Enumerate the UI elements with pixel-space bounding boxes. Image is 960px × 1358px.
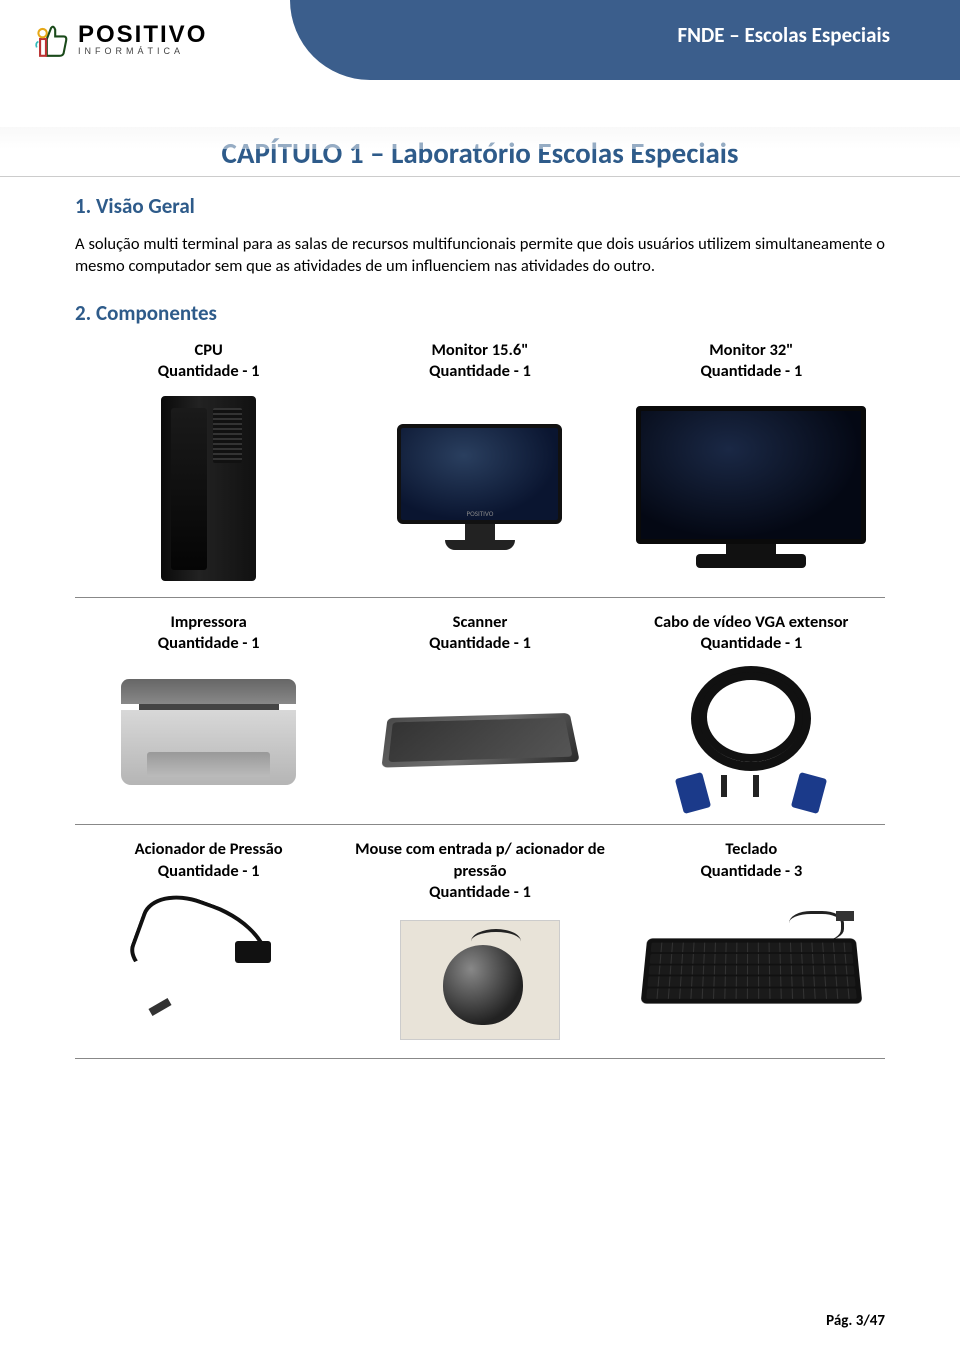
components-row-3: Acionador de Pressão Quantidade - 1 Mous… [75,839,885,1050]
divider-1 [75,597,885,598]
components-row-2: Impressora Quantidade - 1 Scanner Quanti… [75,612,885,816]
qty: Quantidade - 3 [618,861,885,881]
qty: Quantidade - 1 [346,361,613,381]
label: Monitor 15.6" [346,340,613,361]
divider-2 [75,824,885,825]
mouse-icon [400,920,560,1040]
chapter-rule-bottom [0,176,960,177]
label: Impressora [75,612,342,633]
qty: Quantidade - 1 [75,633,342,653]
label: Scanner [346,612,613,633]
thumbs-up-icon [30,18,72,60]
component-vga-cable: Cabo de vídeo VGA extensor Quantidade - … [618,612,885,816]
qty: Quantidade - 1 [346,882,613,902]
chapter-title: CAPÍTULO 1 – Laboratório Escolas Especia… [75,135,885,171]
qty: Quantidade - 1 [75,861,342,881]
qty: Quantidade - 1 [618,361,885,381]
vga-cable-icon [661,666,841,811]
page-header: FNDE – Escolas Especiais POSITIVO INFORM… [0,0,960,95]
component-mouse: Mouse com entrada p/ acionador de pressã… [346,839,613,1050]
chapter-rule-top [0,127,960,149]
pressure-switch-icon [119,899,299,1019]
logo-sub: INFORMÁTICA [78,47,207,56]
component-monitor-big: Monitor 32" Quantidade - 1 [618,340,885,589]
section1-text: A solução multi terminal para as salas d… [75,233,885,278]
label: Cabo de vídeo VGA extensor [618,612,885,633]
keyboard-icon [644,911,859,1006]
section2-heading: 2. Componentes [75,300,885,326]
component-monitor-small: Monitor 15.6" Quantidade - 1 POSITIVO [346,340,613,589]
scanner-icon [381,713,579,768]
printer-icon [121,679,296,799]
monitor-small-icon: POSITIVO [397,424,562,554]
section1-heading: 1. Visão Geral [75,193,885,219]
label: Acionador de Pressão [75,839,342,860]
component-scanner: Scanner Quantidade - 1 [346,612,613,816]
page-number: Pág. 3/47 [826,1312,885,1330]
component-cpu: CPU Quantidade - 1 [75,340,342,589]
component-printer: Impressora Quantidade - 1 [75,612,342,816]
label: Teclado [618,839,885,860]
qty: Quantidade - 1 [75,361,342,381]
divider-3 [75,1058,885,1059]
logo-main: POSITIVO [78,23,207,47]
content: CAPÍTULO 1 – Laboratório Escolas Especia… [0,135,960,1059]
qty: Quantidade - 1 [346,633,613,653]
qty: Quantidade - 1 [618,633,885,653]
label: Monitor 32" [618,340,885,361]
label: Mouse com entrada p/ acionador de pressã… [346,839,613,882]
logo: POSITIVO INFORMÁTICA [30,18,207,60]
monitor-big-icon [636,406,866,571]
cpu-icon [161,396,256,581]
component-pressure-switch: Acionador de Pressão Quantidade - 1 [75,839,342,1050]
component-keyboard: Teclado Quantidade - 3 [618,839,885,1050]
label: CPU [75,340,342,361]
logo-text: POSITIVO INFORMÁTICA [78,23,207,56]
header-title: FNDE – Escolas Especiais [678,22,890,48]
components-row-1: CPU Quantidade - 1 Monitor 15.6" Quantid… [75,340,885,589]
